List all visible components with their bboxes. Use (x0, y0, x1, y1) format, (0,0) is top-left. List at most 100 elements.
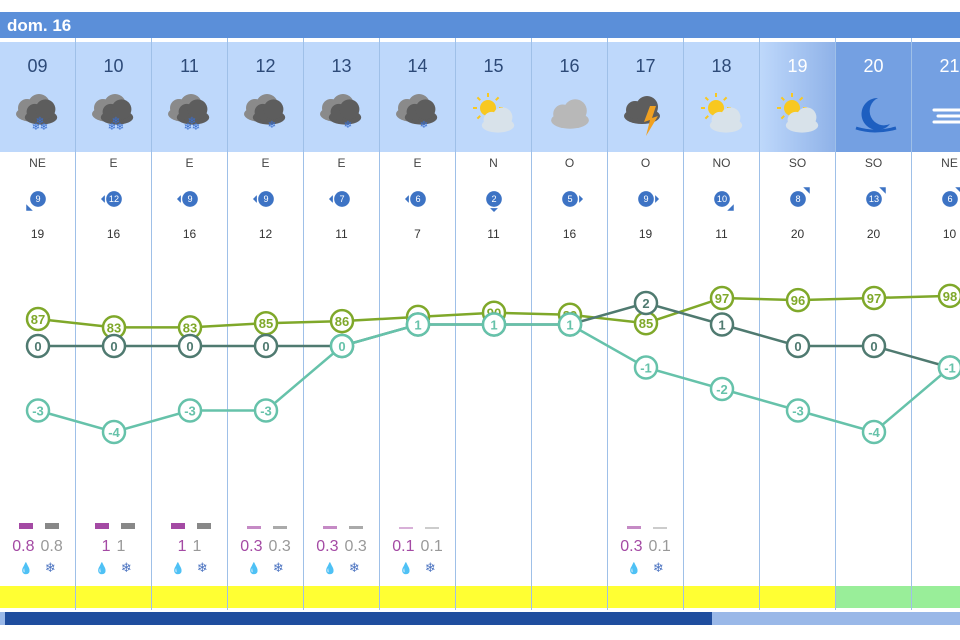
sun-cloud-icon (473, 93, 515, 133)
hour-label: 19 (787, 56, 808, 76)
rain-icon: 💧 (323, 563, 337, 575)
snow-icon: ❄ (272, 560, 284, 575)
precip-icons: 💧 ❄ (608, 560, 683, 576)
wind-gust: 16 (562, 227, 577, 241)
svg-text:❄: ❄ (188, 116, 196, 127)
svg-text:❄: ❄ (36, 116, 44, 127)
svg-text:❄: ❄ (112, 116, 120, 127)
hour-column: 17 O 9 19 0.3 0.1 💧 ❄ (608, 38, 684, 610)
svg-text:9: 9 (35, 194, 40, 204)
hour-label: 13 (331, 56, 352, 76)
risk-band (380, 586, 455, 608)
precip-bars (393, 523, 445, 531)
precip-icons: 💧 ❄ (76, 560, 151, 576)
wind-gust: 19 (30, 227, 45, 241)
svg-text:6: 6 (415, 194, 420, 204)
snow-icon: ❄ (44, 560, 56, 575)
precip-values: 0.3 0.1 (620, 538, 671, 555)
hour-column: 20 SO 13 20 (836, 38, 912, 610)
wind-direction: E (109, 156, 118, 170)
hour-header: 21 (912, 42, 960, 152)
hour-label: 20 (863, 56, 884, 76)
wind-speed-badge: 6 (942, 187, 960, 207)
wind-direction: E (261, 156, 270, 170)
hour-header: 12 ❄ (228, 42, 303, 152)
hour-label: 10 (103, 56, 124, 76)
fog-icon (932, 108, 960, 124)
svg-text:9: 9 (187, 194, 192, 204)
risk-band (456, 586, 531, 608)
rain-icon: 💧 (247, 563, 261, 575)
svg-text:❄: ❄ (32, 122, 40, 133)
rain-icon: 💧 (627, 563, 641, 575)
wind-speed-badge: 13 (866, 187, 886, 207)
svg-text:2: 2 (491, 194, 496, 204)
snow-icon: ❄ (120, 560, 132, 575)
svg-text:12: 12 (109, 194, 119, 204)
wind-direction: O (564, 156, 575, 170)
wind-gust: 10 (942, 227, 957, 241)
svg-text:9: 9 (643, 194, 648, 204)
snow-icon: ❄ (424, 560, 436, 575)
snow-cloud-icon: ❄ ❄❄ (168, 94, 210, 133)
wind-direction: E (337, 156, 346, 170)
precip-values: 0.8 0.8 (12, 538, 63, 555)
wind-direction: NE (941, 156, 958, 170)
wind-direction: SO (864, 156, 883, 170)
light-snow-cloud-icon: ❄ (396, 94, 438, 131)
scrollbar-thumb[interactable] (5, 612, 712, 625)
hour-column: 16 O 5 16 (532, 38, 608, 610)
wind-direction: O (640, 156, 651, 170)
wind-direction: E (413, 156, 422, 170)
svg-text:5: 5 (567, 194, 572, 204)
svg-text:❄: ❄ (344, 120, 352, 131)
hour-label: 14 (407, 56, 428, 76)
rain-icon: 💧 (95, 563, 109, 575)
wind-gust: 16 (106, 227, 121, 241)
wind-direction: NO (712, 156, 731, 170)
svg-text:❄: ❄ (108, 122, 116, 133)
sun-cloud-icon (701, 93, 743, 133)
risk-band (760, 586, 835, 608)
risk-band (836, 586, 911, 608)
wind-speed-badge: 9 (26, 191, 46, 211)
cloud-icon (551, 99, 589, 129)
wind-gust: 20 (866, 227, 881, 241)
svg-text:10: 10 (717, 194, 727, 204)
wind-speed-badge: 5 (562, 191, 584, 207)
risk-band (0, 586, 75, 608)
hour-header: 09 ❄ ❄ ❄ (0, 42, 75, 152)
hour-label: 21 (939, 56, 960, 76)
risk-band (76, 586, 151, 608)
wind-speed-badge: 12 (100, 191, 122, 207)
hour-label: 17 (635, 56, 656, 76)
hour-header: 13 ❄ (304, 42, 379, 152)
precip-bars (241, 523, 293, 531)
wind-direction: NE (29, 156, 46, 170)
hour-column: 13 ❄ E 7 11 0.3 0.3 💧 ❄ (304, 38, 380, 610)
hour-column: 10 ❄ ❄ ❄ E 12 16 1 1 💧 ❄ (76, 38, 152, 610)
wind-speed-badge: 7 (328, 191, 350, 207)
snow-icon: ❄ (652, 560, 664, 575)
rain-icon: 💧 (399, 563, 413, 575)
svg-text:9: 9 (263, 194, 268, 204)
snow-cloud-icon: ❄ ❄❄ (16, 94, 58, 133)
risk-band (608, 586, 683, 608)
risk-band (532, 586, 607, 608)
hour-label: 15 (483, 56, 504, 76)
wind-direction: SO (788, 156, 807, 170)
precip-bars (317, 523, 369, 531)
wind-speed-badge: 9 (252, 191, 274, 207)
wind-gust: 16 (182, 227, 197, 241)
svg-text:❄: ❄ (268, 120, 276, 131)
svg-text:❄: ❄ (184, 122, 192, 133)
svg-text:13: 13 (869, 194, 879, 204)
risk-band (304, 586, 379, 608)
snow-icon: ❄ (196, 560, 208, 575)
rain-icon: 💧 (171, 563, 185, 575)
wind-gust: 11 (335, 227, 348, 241)
hour-label: 16 (559, 56, 580, 76)
precip-icons: 💧 ❄ (0, 560, 75, 576)
